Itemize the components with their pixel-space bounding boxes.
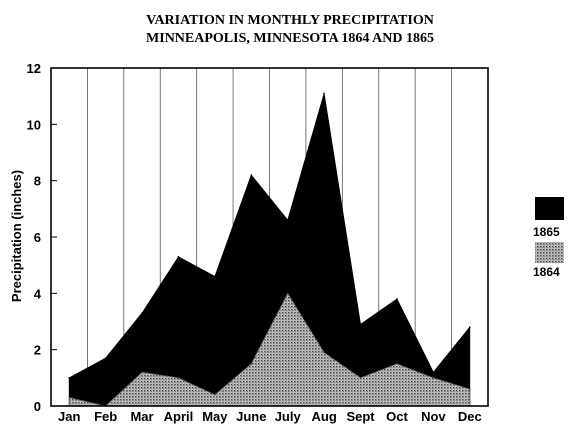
data-point-1865-Oct bbox=[396, 298, 398, 300]
y-tick-label: 8 bbox=[34, 174, 41, 189]
legend-swatch-1864 bbox=[535, 242, 564, 263]
legend-swatch-1865 bbox=[535, 197, 564, 220]
y-tick-label: 0 bbox=[34, 399, 41, 414]
chart-title-line-2: MINNEAPOLIS, MINNESOTA 1864 AND 1865 bbox=[146, 31, 434, 46]
x-tick-label: July bbox=[275, 409, 302, 424]
data-point-1865-May bbox=[214, 275, 216, 278]
data-point-1865-Mar bbox=[141, 312, 143, 314]
x-tick-label: Sept bbox=[346, 409, 375, 424]
data-point-1864-Aug bbox=[323, 351, 325, 354]
y-tick-label: 2 bbox=[34, 343, 41, 358]
data-point-1865-Nov bbox=[432, 371, 435, 374]
x-tick-label: Feb bbox=[94, 409, 117, 424]
x-tick-label: May bbox=[202, 409, 228, 424]
data-point-1864-Mar bbox=[141, 371, 143, 374]
data-point-1865-Feb bbox=[104, 357, 107, 359]
data-point-1865-July bbox=[286, 219, 289, 221]
data-point-1865-Sept bbox=[359, 323, 362, 326]
y-tick-label: 4 bbox=[34, 286, 42, 301]
data-point-1864-June bbox=[250, 362, 253, 365]
data-point-1865-April bbox=[177, 255, 180, 258]
plot-frame bbox=[50, 67, 489, 407]
data-point-1864-Sept bbox=[359, 377, 362, 379]
x-tick-label: April bbox=[164, 409, 194, 424]
x-tick-label: June bbox=[236, 409, 266, 424]
x-tick-label: Dec bbox=[458, 409, 482, 424]
data-point-1865-Jan bbox=[68, 377, 71, 379]
x-tick-label: Aug bbox=[311, 409, 336, 424]
x-tick-label: Nov bbox=[421, 409, 446, 424]
x-tick-label: Oct bbox=[386, 409, 408, 424]
y-axis-label: Precipitation (inches) bbox=[9, 170, 24, 302]
data-point-1864-May bbox=[214, 393, 216, 396]
y-tick-label: 10 bbox=[27, 117, 41, 132]
data-point-1865-June bbox=[250, 174, 253, 176]
chart-title-line-1: VARIATION IN MONTHLY PRECIPITATION bbox=[146, 13, 434, 28]
y-tick-label: 12 bbox=[27, 61, 41, 76]
data-point-1864-Jan bbox=[68, 396, 71, 399]
data-point-1864-July bbox=[286, 292, 289, 295]
data-point-1864-April bbox=[177, 377, 180, 379]
legend-label-1865: 1865 bbox=[533, 225, 560, 239]
x-tick-label: Mar bbox=[130, 409, 153, 424]
y-tick-label: 6 bbox=[34, 230, 41, 245]
data-point-1864-Nov bbox=[432, 377, 435, 379]
data-point-1864-Dec bbox=[468, 388, 471, 390]
data-point-1865-Dec bbox=[468, 326, 471, 328]
plot-area: 0 2 4 6 8 10 12 Jan Feb Mar April May June July Aug Sep… bbox=[27, 61, 489, 424]
legend-label-1864: 1864 bbox=[533, 265, 560, 279]
data-point-1864-Oct bbox=[396, 362, 398, 365]
data-point-1865-Aug bbox=[323, 92, 325, 95]
legend: 1865 1864 bbox=[533, 197, 564, 279]
x-tick-label: Jan bbox=[58, 409, 80, 424]
